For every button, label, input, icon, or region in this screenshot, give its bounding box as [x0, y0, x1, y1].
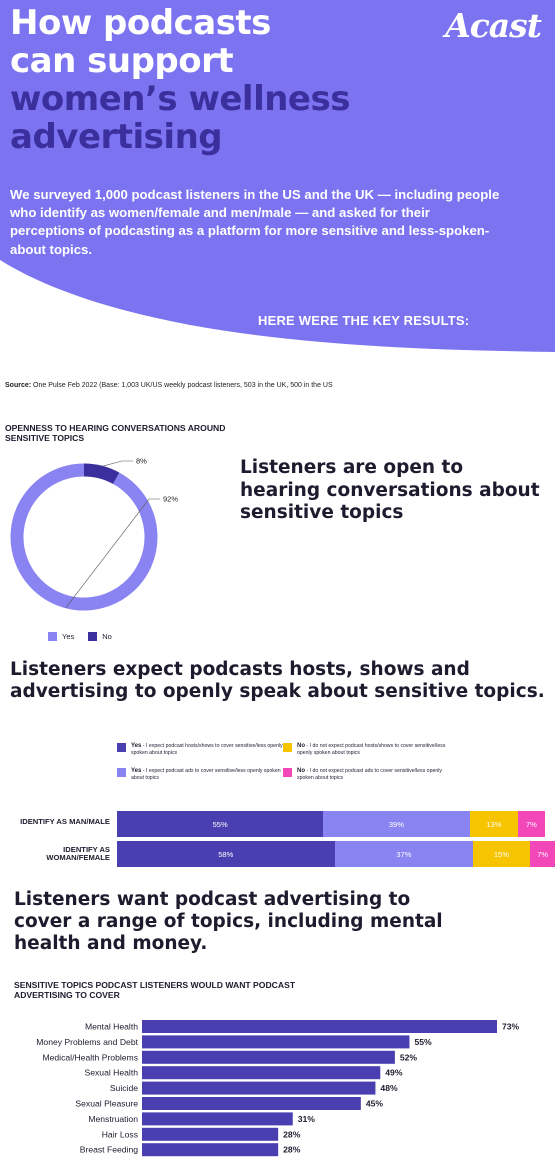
- stacked-legend-item-4: No - I do not expect podcast ads to cove…: [283, 767, 453, 782]
- topic-bar: [142, 1112, 293, 1126]
- stacked-bar-man: 55% 39% 13% 7%: [117, 811, 545, 837]
- hero-title-line-2: can support: [10, 41, 234, 82]
- stacked-legend-item-3: No - I do not expect podcast hosts/shows…: [283, 742, 453, 757]
- hero-banner: How podcasts can support women’s wellnes…: [0, 0, 555, 360]
- stacked-segment-label: 13%: [486, 819, 502, 829]
- topic-bar: [142, 1097, 361, 1110]
- row-label-man: IDENTIFY AS MAN/MALE: [20, 817, 110, 826]
- topic-value-label: 31%: [298, 1114, 316, 1124]
- topic-value-label: 52%: [400, 1052, 418, 1062]
- stacked-legend-bold-4: No: [297, 768, 305, 774]
- topic-value-label: 28%: [283, 1145, 301, 1155]
- topic-value-label: 49%: [385, 1068, 403, 1078]
- topic-label: Sexual Pleasure: [75, 1099, 138, 1109]
- topic-label: Sexual Health: [84, 1068, 138, 1078]
- legend-label-no: No: [102, 632, 112, 641]
- stacked-segment-label: 58%: [218, 849, 234, 859]
- topics-bar-chart: Mental Health 73% Money Problems and Debt 5…: [36, 1020, 520, 1157]
- stacked-segment-1: 58%: [117, 841, 335, 867]
- topic-bar: [142, 1035, 410, 1049]
- donut-legend: Yes No: [48, 632, 112, 641]
- topic-value-label: 45%: [366, 1099, 384, 1109]
- topics-headline: Listeners want podcast advertising to co…: [14, 889, 443, 955]
- donut-chart: 8% 92%: [10, 457, 178, 611]
- topic-bar: [142, 1143, 279, 1157]
- hero-intro: We surveyed 1,000 podcast listeners in t…: [10, 187, 500, 257]
- hero-title: How podcasts can support women’s wellnes…: [10, 4, 430, 156]
- stacked-bar-woman: 58% 37% 15% 7%: [117, 841, 555, 867]
- topic-bar: [142, 1020, 497, 1033]
- topic-value-label: 73%: [502, 1022, 520, 1032]
- hero-title-line-3: women’s wellness: [10, 79, 350, 120]
- stacked-legend-item-2: Yes - I expect podcast ads to cover sens…: [117, 767, 287, 782]
- stacked-legend-text-2: - I expect podcast ads to cover sensitiv…: [131, 768, 281, 782]
- stacked-legend-bold-1: Yes: [131, 743, 142, 749]
- stacked-legend-item-1: Yes - I expect podcast hosts/shows to co…: [117, 742, 287, 757]
- topic-bar: [142, 1050, 395, 1064]
- stacked-legend-swatch-4: [283, 768, 292, 777]
- expectation-headline: Listeners expect podcasts hosts, shows a…: [10, 659, 545, 703]
- hero-background: [0, 0, 555, 352]
- legend-item-yes: Yes: [48, 632, 74, 641]
- topic-value-label: 55%: [414, 1037, 432, 1047]
- topic-label: Money Problems and Debt: [36, 1037, 138, 1047]
- legend-swatch-yes: [48, 632, 57, 641]
- stacked-legend: Yes - I expect podcast hosts/shows to co…: [117, 742, 497, 792]
- topic-value-label: 28%: [283, 1129, 301, 1139]
- legend-item-no: No: [88, 632, 112, 641]
- stacked-segment-label: 55%: [212, 819, 228, 829]
- topic-label: Mental Health: [85, 1022, 138, 1032]
- topic-label: Hair Loss: [102, 1129, 138, 1139]
- legend-label-yes: Yes: [62, 632, 75, 641]
- stacked-segment-label: 37%: [396, 849, 412, 859]
- stacked-legend-bold-3: No: [297, 743, 305, 749]
- stacked-legend-swatch-3: [283, 743, 292, 752]
- donut-slice-no: [83, 463, 120, 485]
- row-label-woman: IDENTIFY AS WOMAN/FEMALE: [46, 845, 110, 862]
- topic-bar: [142, 1081, 376, 1095]
- hero-title-line-4: advertising: [10, 117, 223, 158]
- donut-leader-yes: [65, 498, 160, 608]
- acast-logo: Acast: [445, 6, 542, 45]
- donut-label-no: 8%: [136, 457, 147, 466]
- donut-leader-no: [102, 460, 133, 467]
- source-text: One Pulse Feb 2022 (Base: 1,003 UK/US we…: [33, 382, 333, 389]
- stacked-legend-bold-2: Yes: [131, 768, 142, 774]
- topic-label: Suicide: [110, 1083, 138, 1093]
- topic-label: Breast Feeding: [80, 1145, 139, 1155]
- topic-label: Menstruation: [88, 1114, 138, 1124]
- donut-label-yes: 92%: [163, 495, 178, 504]
- topics-chart-title: SENSITIVE TOPICS PODCAST LISTENERS WOULD…: [14, 980, 296, 1001]
- topic-label: Medical/Health Problems: [42, 1052, 138, 1062]
- source-label: Source:: [5, 382, 32, 389]
- stacked-legend-swatch-1: [117, 743, 126, 752]
- openness-headline: Listeners are open to hearing conversati…: [240, 457, 540, 524]
- key-results-heading: HERE WERE THE KEY RESULTS:: [258, 313, 470, 328]
- donut-chart-title: OPENNESS TO HEARING CONVERSATIONS AROUND…: [5, 423, 226, 444]
- legend-swatch-no: [88, 632, 98, 641]
- donut-slice-yes: [10, 463, 158, 611]
- stacked-segment-2: 39%: [323, 811, 470, 837]
- stacked-segment-4: 7%: [529, 841, 555, 867]
- hero-title-line-1: How podcasts: [10, 3, 271, 43]
- source-note: Source: One Pulse Feb 2022 (Base: 1,003 …: [5, 382, 333, 389]
- stacked-segment-1: 55%: [117, 811, 324, 837]
- topic-bar: [142, 1127, 279, 1141]
- stacked-segment-3: 15%: [473, 841, 530, 867]
- stacked-segment-label: 7%: [537, 849, 549, 859]
- stacked-segment-4: 7%: [518, 811, 545, 837]
- topic-value-label: 48%: [380, 1083, 398, 1093]
- stacked-segment-label: 39%: [388, 819, 404, 829]
- stacked-legend-text-4: - I do not expect podcast ads to cover s…: [297, 768, 442, 782]
- stacked-segment-label: 15%: [493, 849, 509, 859]
- stacked-legend-swatch-2: [117, 768, 126, 777]
- topic-bar: [142, 1066, 381, 1080]
- stacked-segment-2: 37%: [334, 841, 474, 867]
- stacked-legend-text-1: - I expect podcast hosts/shows to cover …: [131, 743, 283, 757]
- stacked-segment-3: 13%: [469, 811, 519, 837]
- stacked-legend-text-3: - I do not expect podcast hosts/shows to…: [297, 743, 446, 757]
- stacked-segment-label: 7%: [525, 819, 537, 829]
